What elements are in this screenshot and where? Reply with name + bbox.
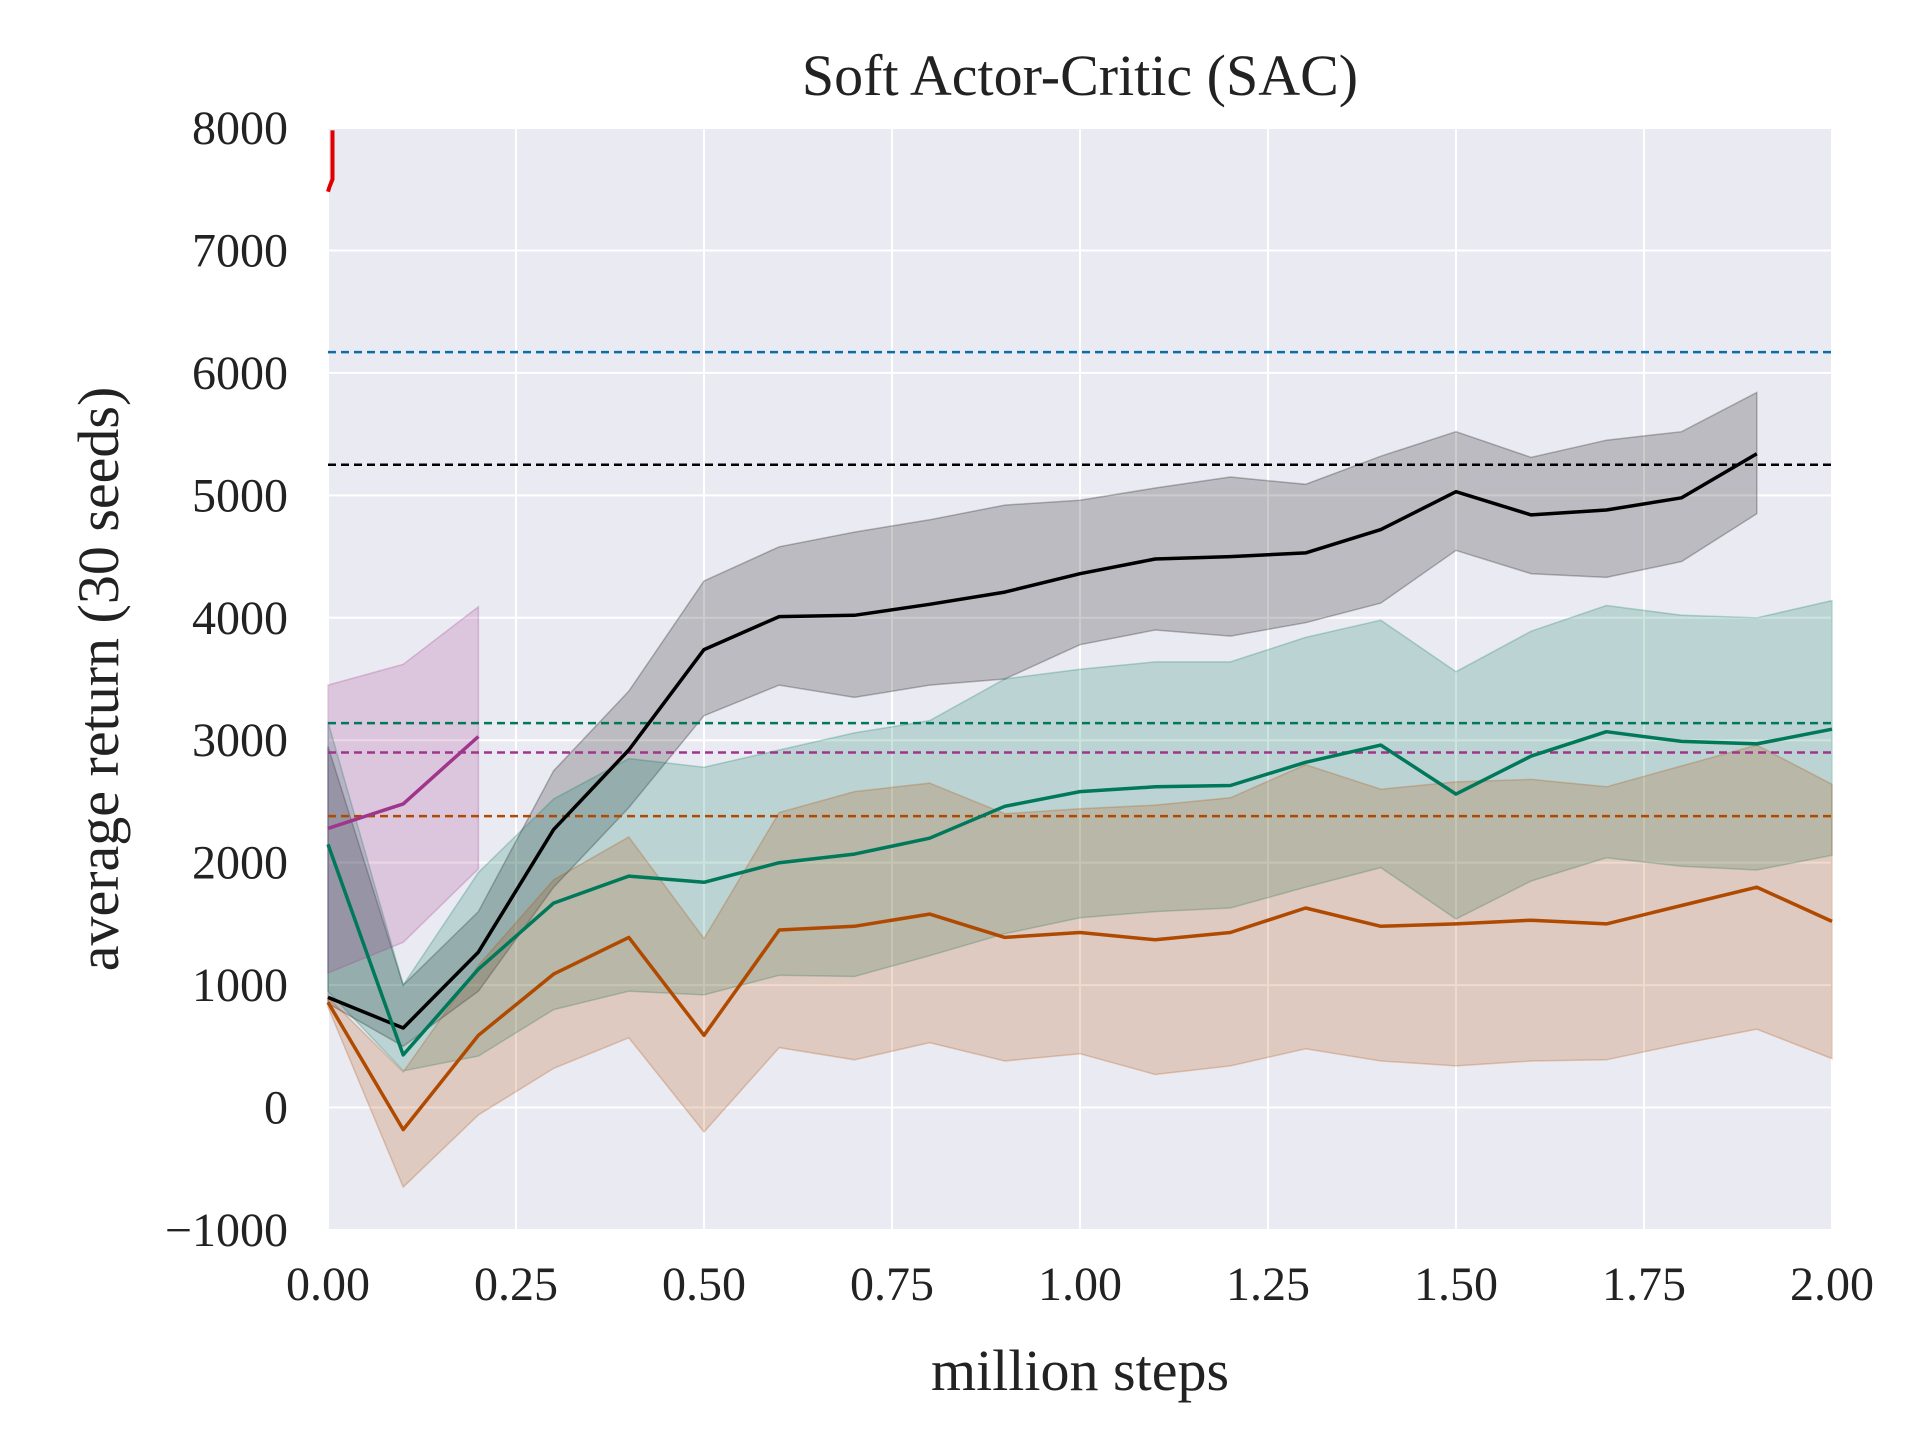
y-axis-label: average return (30 seeds) <box>66 387 131 972</box>
y-tick-label: 5000 <box>192 469 288 522</box>
series-line-green <box>326 727 1833 1057</box>
y-tick-label: 7000 <box>192 224 288 277</box>
x-tick-label: 1.00 <box>1038 1258 1122 1311</box>
series-line-purple <box>327 735 480 831</box>
band-green <box>327 599 1833 1072</box>
series-line-orange <box>326 885 1833 1132</box>
y-tick-label: 8000 <box>192 102 288 155</box>
band-black <box>327 391 1758 1048</box>
confidence-bands <box>327 391 1833 1189</box>
chart-title: Soft Actor-Critic (SAC) <box>802 43 1358 108</box>
y-tick-label: 0 <box>264 1082 288 1135</box>
x-tick-label: 2.00 <box>1790 1258 1874 1311</box>
y-tick-label: 2000 <box>192 837 288 890</box>
series-line-red <box>326 130 335 193</box>
y-tick-label: −1000 <box>165 1204 288 1257</box>
x-tick-label: 1.50 <box>1414 1258 1498 1311</box>
reference-lines <box>328 350 1832 818</box>
y-tick-label: 3000 <box>192 714 288 767</box>
x-tick-label: 0.75 <box>850 1258 934 1311</box>
band-purple <box>327 605 480 975</box>
y-tick-label: 1000 <box>192 959 288 1012</box>
series-line-black <box>327 452 1758 1030</box>
y-tick-label: 4000 <box>192 592 288 645</box>
x-tick-label: 0.50 <box>662 1258 746 1311</box>
y-tick-label: 6000 <box>192 347 288 400</box>
series-lines <box>326 130 1833 1132</box>
x-tick-label: 1.75 <box>1602 1258 1686 1311</box>
x-tick-label: 1.25 <box>1226 1258 1310 1311</box>
band-orange <box>327 744 1833 1189</box>
x-tick-label: 0.00 <box>286 1258 370 1311</box>
x-axis-label: million steps <box>931 1338 1229 1403</box>
grid <box>327 127 1833 1231</box>
tick-labels: 0.00 0.25 0.50 0.75 1.00 1.25 1.50 1.75 2.00 −100… <box>165 102 1874 1311</box>
x-tick-label: 0.25 <box>474 1258 558 1311</box>
